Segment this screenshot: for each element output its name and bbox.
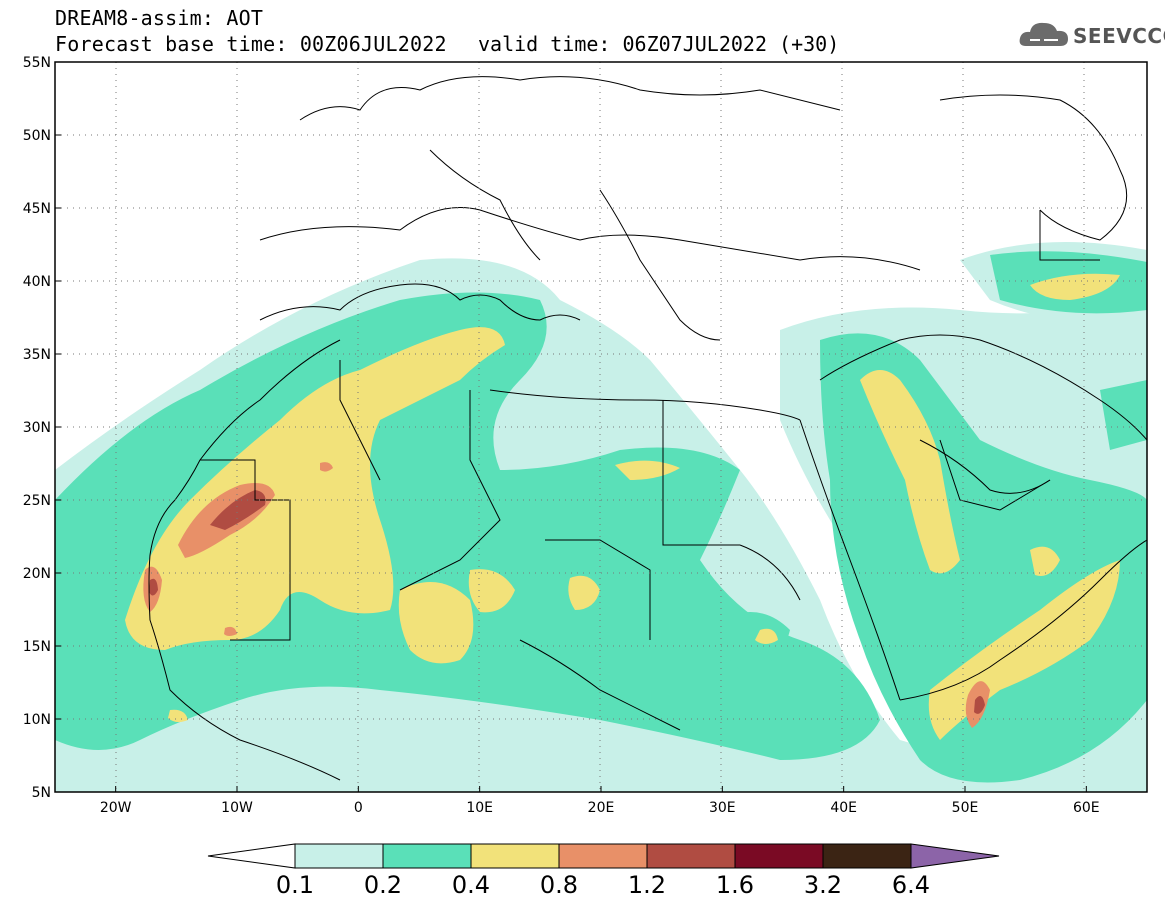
valid-time: valid time: 06Z07JUL2022 (+30): [478, 32, 840, 56]
lat-label: 45N: [23, 201, 51, 217]
colorbar-box: [470, 843, 560, 869]
lon-label: 40E: [830, 800, 857, 816]
lat-label: 55N: [23, 55, 51, 71]
lon-label: 30E: [709, 800, 736, 816]
colorbar-level-label: 0.8: [540, 871, 578, 899]
lon-label: 10W: [221, 800, 253, 816]
colorbar-level-label: 6.4: [892, 871, 930, 899]
lon-label: 20E: [588, 800, 615, 816]
seevccc-logo: SEEVCCC: [1018, 18, 1165, 58]
colorbar-level-label: 1.2: [628, 871, 666, 899]
aot-field: [55, 62, 1147, 792]
colorbar-level-label: 1.6: [716, 871, 754, 899]
lon-label: 50E: [952, 800, 979, 816]
colorbar-over-arrow: [910, 843, 1000, 869]
colorbar-box: [558, 843, 648, 869]
colorbar-level-label: 3.2: [804, 871, 842, 899]
lat-label: 20N: [23, 566, 51, 582]
lat-label: 40N: [23, 274, 51, 290]
colorbar-box: [382, 843, 472, 869]
colorbar-box: [734, 843, 824, 869]
longitude-axis: 20W 10W 0 10E 20E 30E 40E 50E 60E: [100, 786, 1100, 816]
lon-label: 20W: [100, 800, 132, 816]
colorbar-box: [646, 843, 736, 869]
lat-label: 15N: [23, 639, 51, 655]
lat-label: 30N: [23, 420, 51, 436]
colorbar-level-label: 0.2: [364, 871, 402, 899]
logo-text: SEEVCCC: [1073, 24, 1165, 48]
map-title: DREAM8-assim: AOT: [55, 6, 264, 30]
colorbar-level-label: 0.1: [276, 871, 314, 899]
forecast-base-time: Forecast base time: 00Z06JUL2022: [55, 32, 447, 56]
lat-label: 5N: [32, 785, 51, 801]
lat-label: 10N: [23, 712, 51, 728]
lat-label: 35N: [23, 347, 51, 363]
lat-label: 50N: [23, 128, 51, 144]
lon-label: 60E: [1073, 800, 1100, 816]
latitude-axis: 55N 50N 45N 40N 35N 30N 25N 20N 15N 10N 5N: [23, 55, 61, 801]
lon-label: 10E: [466, 800, 493, 816]
colorbar-box: [822, 843, 912, 869]
cloud-icon: [1019, 22, 1068, 46]
colorbar-box: [294, 843, 384, 869]
colorbar-under-arrow: [207, 843, 296, 869]
lon-label: 0: [354, 800, 363, 816]
colorbar-level-label: 0.4: [452, 871, 490, 899]
lat-label: 25N: [23, 493, 51, 509]
